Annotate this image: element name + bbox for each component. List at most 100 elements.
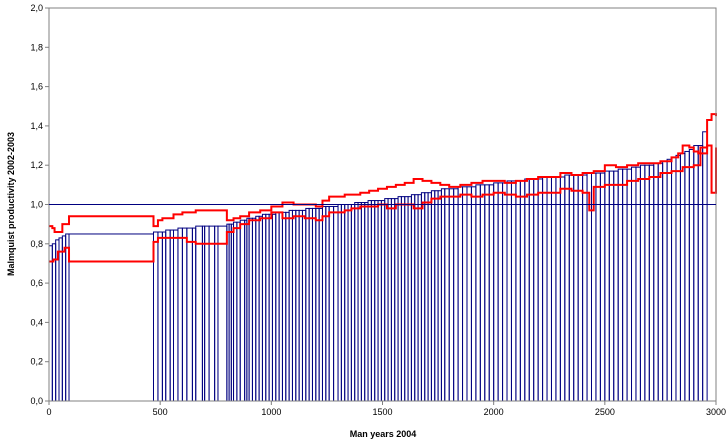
bar	[679, 152, 686, 402]
bar	[347, 204, 352, 402]
bar	[278, 211, 283, 402]
bar	[214, 225, 219, 402]
bar	[697, 145, 704, 402]
bar	[410, 194, 416, 402]
bar	[479, 184, 486, 402]
bar	[275, 211, 280, 402]
y-axis-ticks: 0,0 0,2 0,4 0,6 0,8 1,0 1,2 1,4 1,6 1,8 2,0	[30, 3, 49, 406]
bar	[466, 186, 472, 402]
bar	[434, 190, 439, 402]
bar	[394, 198, 399, 402]
bar	[400, 196, 406, 402]
y-tick-label: 0,8	[30, 239, 43, 249]
bar	[315, 207, 320, 402]
bar	[308, 207, 313, 402]
y-tick-label: 2,0	[30, 3, 43, 13]
bar	[577, 174, 584, 402]
bar	[497, 182, 504, 402]
bar	[301, 209, 307, 402]
bar-series	[48, 131, 708, 402]
bar	[255, 215, 260, 402]
bar	[61, 235, 67, 402]
y-tick-label: 1,4	[30, 121, 43, 131]
bar	[617, 168, 624, 402]
bar	[475, 184, 481, 402]
bar	[271, 213, 277, 402]
bar	[599, 172, 606, 402]
bar	[177, 227, 183, 402]
bar	[298, 209, 303, 402]
bar	[404, 196, 409, 402]
bar	[528, 178, 535, 402]
bar	[502, 182, 508, 402]
bar	[370, 200, 376, 402]
y-tick-label: 1,6	[30, 82, 43, 92]
bar	[291, 209, 297, 402]
bar	[51, 243, 57, 402]
bar	[635, 166, 641, 402]
bar	[55, 239, 60, 402]
bar	[390, 198, 396, 402]
bar	[360, 202, 366, 402]
bar	[325, 205, 330, 402]
bar	[397, 196, 402, 402]
bar	[333, 205, 339, 402]
bar	[559, 176, 566, 402]
bar	[208, 225, 216, 402]
bar	[321, 205, 327, 402]
bar	[671, 156, 677, 402]
bar	[48, 245, 53, 402]
bar	[488, 184, 495, 402]
bar	[251, 217, 257, 402]
bar	[493, 182, 499, 402]
bar	[285, 211, 290, 402]
bar	[340, 204, 346, 402]
bar	[367, 200, 372, 402]
bar	[622, 168, 628, 402]
bar	[204, 225, 210, 402]
bar	[457, 186, 464, 402]
x-axis-title: Man years 2004	[350, 429, 417, 439]
bar	[357, 202, 362, 402]
bar	[702, 131, 708, 402]
bar	[453, 188, 459, 402]
bar	[631, 166, 637, 402]
bar	[344, 204, 349, 402]
bar	[354, 202, 359, 402]
bar	[265, 213, 270, 402]
bound-lines	[49, 113, 717, 263]
bar	[328, 205, 335, 402]
bar	[430, 190, 436, 402]
series-line-upper	[49, 113, 717, 234]
bar	[550, 176, 557, 402]
x-tick-label: 500	[153, 407, 168, 417]
bar	[414, 194, 419, 402]
bar	[653, 162, 659, 402]
bar	[258, 215, 263, 402]
bar	[613, 170, 619, 402]
bar	[295, 209, 300, 402]
bar	[281, 211, 287, 402]
bar	[448, 188, 455, 402]
bar	[420, 192, 426, 402]
bar	[350, 204, 356, 402]
y-tick-label: 1,8	[30, 42, 43, 52]
bar	[305, 207, 310, 402]
bar	[506, 180, 512, 402]
x-axis-ticks: 0 500 1000 1500 2000 2500 3000	[46, 401, 726, 417]
bar	[546, 176, 552, 402]
bar	[374, 200, 379, 402]
bar	[387, 198, 392, 402]
bar	[666, 158, 673, 402]
bar	[524, 178, 530, 402]
bar	[195, 225, 203, 402]
bar	[407, 196, 412, 402]
bar	[662, 160, 668, 402]
bar	[573, 174, 579, 402]
bar	[377, 200, 382, 402]
bar	[644, 164, 650, 402]
x-tick-label: 2000	[484, 407, 504, 417]
bar	[261, 213, 267, 402]
bar	[58, 237, 63, 402]
